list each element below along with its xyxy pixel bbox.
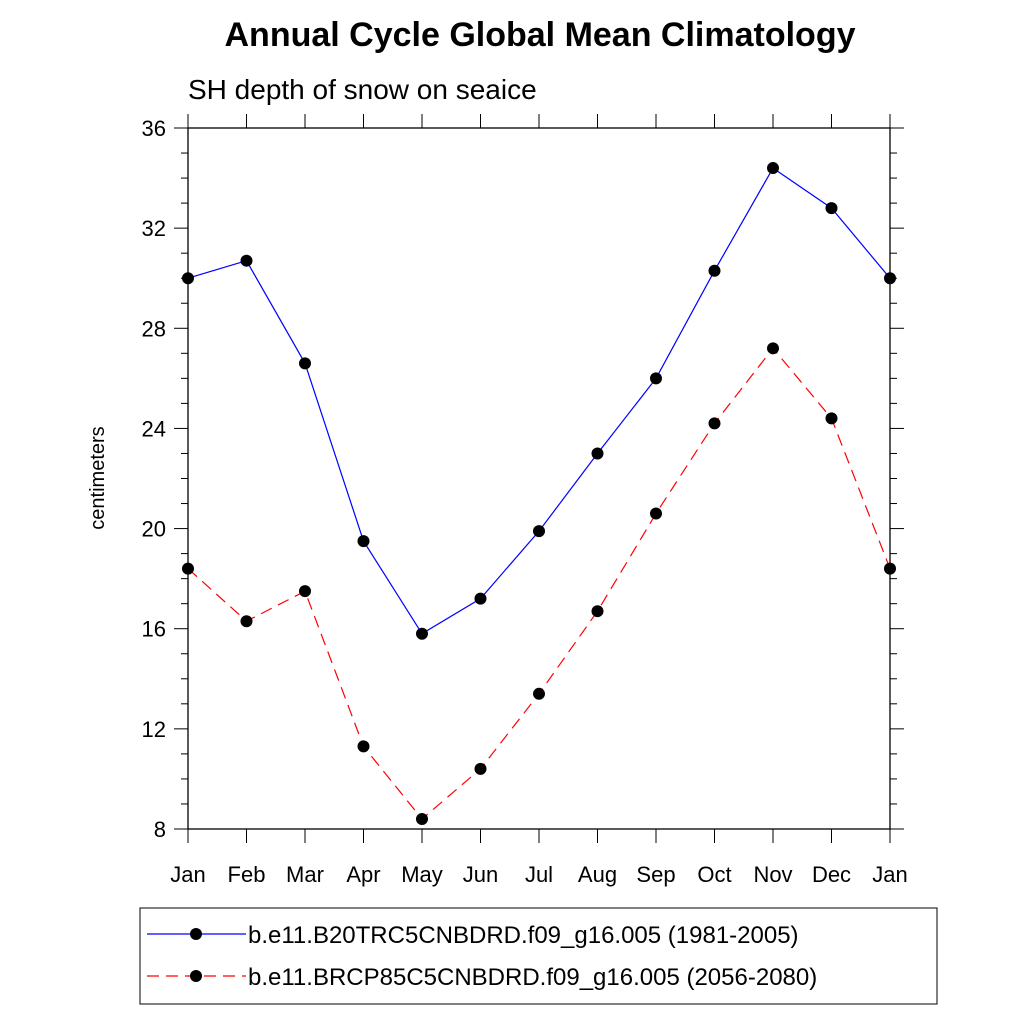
series-line-1	[187, 167, 891, 635]
x-tick-label: Jul	[525, 862, 553, 887]
legend-marker-2	[190, 970, 202, 982]
y-tick-label: 8	[154, 817, 166, 842]
series-2-point	[240, 615, 253, 628]
x-tick-label: Jun	[463, 862, 498, 887]
series-1-point	[533, 525, 545, 538]
x-tick-label: Oct	[697, 862, 731, 887]
x-tick-label: Nov	[753, 862, 792, 887]
y-tick-label: 24	[142, 416, 166, 441]
series-2-point	[884, 562, 896, 575]
y-tick-label: 28	[142, 316, 166, 341]
series-2-point	[767, 342, 779, 355]
series-2-point	[708, 417, 721, 430]
x-tick-label: Sep	[636, 862, 675, 887]
y-tick-labels: 8 12 16 20 24 28 32 36	[142, 116, 166, 842]
y-tick-label: 20	[142, 517, 166, 542]
series-1-point	[767, 162, 779, 175]
legend: b.e11.B20TRC5CNBDRD.f09_g16.005 (1981-20…	[147, 922, 817, 991]
x-tick-label: Aug	[578, 862, 617, 887]
y-tick-label: 12	[142, 717, 166, 742]
series-1-point	[299, 357, 311, 370]
chart-subtitle: SH depth of snow on seaice	[188, 74, 537, 105]
series-1-point	[884, 272, 896, 285]
series-2-point	[299, 585, 311, 598]
series-2-point	[591, 605, 604, 618]
series-1-point	[357, 535, 370, 548]
series-1-point	[474, 592, 487, 605]
series-1-point	[182, 272, 194, 285]
chart-title: Annual Cycle Global Mean Climatology	[225, 16, 856, 54]
y-tick-label: 36	[142, 116, 166, 141]
y-tick-label: 32	[142, 216, 166, 241]
series-1-point	[825, 202, 838, 215]
series-2-point	[357, 740, 370, 753]
series-2-point	[474, 762, 487, 775]
legend-box	[139, 907, 938, 1005]
x-tick-label: Dec	[812, 862, 851, 887]
legend-label-2: b.e11.BRCP85C5CNBDRD.f09_g16.005 (2056-2…	[248, 964, 817, 991]
x-tick-label: Apr	[346, 862, 380, 887]
series-1-point	[591, 447, 604, 460]
series-1-point	[240, 254, 253, 267]
series-layer	[187, 167, 891, 820]
series-2-point	[533, 687, 545, 700]
legend-label-1: b.e11.B20TRC5CNBDRD.f09_g16.005 (1981-20…	[248, 922, 799, 949]
y-tick-label: 16	[142, 617, 166, 642]
series-2-point	[182, 562, 194, 575]
legend-marker-1	[190, 928, 202, 940]
x-tick-label: Jan	[170, 862, 205, 887]
series-line-2	[187, 347, 891, 820]
series-1-point	[708, 264, 721, 277]
series-1-point	[650, 372, 662, 385]
series-1-point	[416, 627, 428, 640]
x-tick-label: May	[401, 862, 443, 887]
series-2-point	[650, 507, 662, 520]
y-axis-label: centimeters	[87, 426, 109, 529]
x-tick-label: Mar	[286, 862, 324, 887]
markers-layer	[182, 162, 896, 825]
series-2-point	[416, 812, 428, 825]
x-tick-labels: Jan Feb Mar Apr May Jun Jul Aug Sep Oct Nov Dec Jan	[170, 862, 907, 887]
series-2-point	[825, 412, 838, 425]
axis-ticks	[174, 114, 904, 843]
plot-frame	[187, 127, 891, 830]
x-tick-label: Jan	[872, 862, 907, 887]
x-tick-label: Feb	[228, 862, 266, 887]
